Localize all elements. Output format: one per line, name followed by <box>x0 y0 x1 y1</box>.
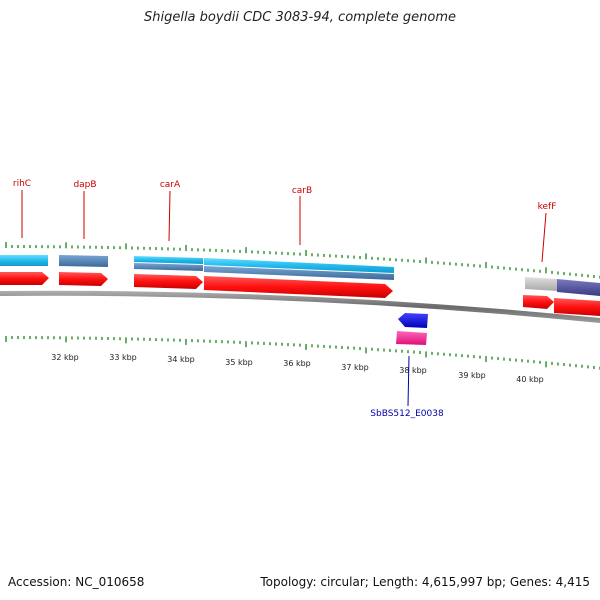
scale-label: 40 kbp <box>516 375 544 384</box>
cds-band-dapB <box>59 255 108 267</box>
cds-band-kefF <box>557 279 600 296</box>
inner-tick-ring <box>5 336 600 370</box>
gene-label-rihC: rihC <box>13 179 31 189</box>
gene-arrow-rihC <box>0 272 49 285</box>
cds-band-carB-top <box>204 258 394 273</box>
leader-line-SbBS512_E0038 <box>407 355 410 407</box>
gene-label-kefF: kefF <box>538 202 557 212</box>
accession-text: Accession: NC_010658 <box>8 575 145 589</box>
cds-band-grey <box>525 277 557 291</box>
scale-labels: 32 kbp 33 kbp 34 kbp 35 kbp 36 kbp 37 kb… <box>51 353 544 384</box>
scale-label: 33 kbp <box>109 353 137 362</box>
leader-line-carA <box>168 190 171 242</box>
gene-label-dapB: dapB <box>73 180 96 190</box>
gene-arrow-SbBS512_E0038 <box>398 313 428 328</box>
genome-title: Shigella boydii CDC 3083-94, complete ge… <box>143 10 457 25</box>
scale-label: 37 kbp <box>341 363 369 372</box>
gene-labels: rihC dapB carA carB kefF SbBS512_E0038 <box>13 179 556 419</box>
gene-label-lines <box>21 190 547 263</box>
scale-label: 36 kbp <box>283 359 311 368</box>
cds-band-carA-bottom <box>134 263 203 271</box>
reverse-gene-track <box>396 313 428 345</box>
gene-arrow-dapB <box>59 272 108 286</box>
genome-backbone <box>0 290 600 323</box>
cds-band-carB-bottom <box>204 266 394 280</box>
outer-tick-ring <box>5 242 600 279</box>
genome-summary-text: Topology: circular; Length: 4,615,997 bp… <box>260 575 590 589</box>
gene-arrow-carB <box>204 276 393 298</box>
feature-pink <box>396 331 427 345</box>
gene-arrow-kefF-right <box>554 298 600 316</box>
scale-label: 39 kbp <box>458 371 486 380</box>
gene-arrow-kefF-left <box>523 295 554 309</box>
cds-band-rihC <box>0 255 48 266</box>
gene-label-SbBS512_E0038: SbBS512_E0038 <box>370 409 444 419</box>
cds-band-carA-top <box>134 256 203 264</box>
gene-label-carB: carB <box>292 186 312 196</box>
forward-gene-track <box>0 272 600 316</box>
scale-label: 38 kbp <box>399 366 427 375</box>
scale-label: 32 kbp <box>51 353 79 362</box>
cds-band-track <box>0 255 600 296</box>
scale-label: 35 kbp <box>225 358 253 367</box>
scale-label: 34 kbp <box>167 355 195 364</box>
gene-label-carA: carA <box>160 180 181 190</box>
gene-arrow-carA <box>134 274 203 289</box>
leader-line-kefF <box>541 212 547 263</box>
